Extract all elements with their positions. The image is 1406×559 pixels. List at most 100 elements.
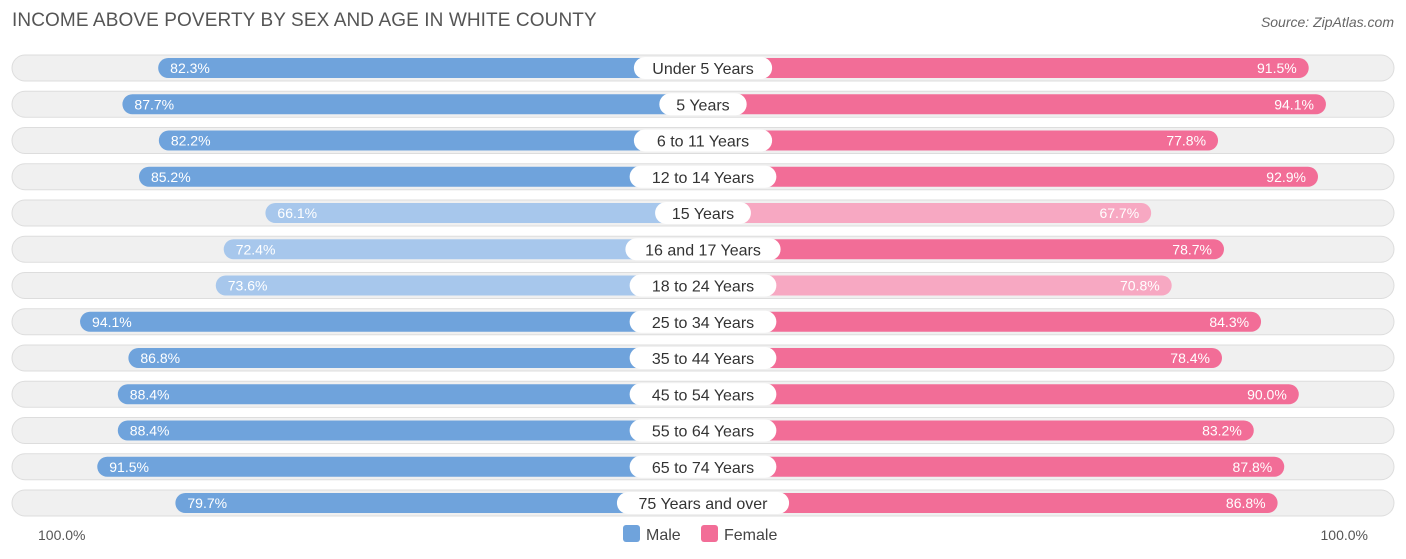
category-label-bg xyxy=(629,165,777,188)
legend-female-swatch xyxy=(701,525,718,542)
category-label-bg xyxy=(629,419,777,442)
chart-row: 73.6% 70.8% 18 to 24 Years xyxy=(11,272,1395,299)
female-bar xyxy=(703,275,1172,296)
female-value-label: 87.8% xyxy=(1233,459,1273,475)
category-label: 18 to 24 Years xyxy=(652,279,754,296)
male-value-label: 79.7% xyxy=(187,495,227,511)
legend-male-swatch xyxy=(623,525,640,542)
female-value-label: 84.3% xyxy=(1209,314,1249,330)
category-label-bg xyxy=(625,238,781,261)
category-label-bg xyxy=(633,57,773,79)
legend-male-label: Male xyxy=(646,527,681,544)
female-value-label: 70.8% xyxy=(1120,278,1160,294)
category-label: 45 to 54 Years xyxy=(652,387,754,404)
category-label: 55 to 64 Years xyxy=(652,424,754,441)
female-value-label: 90.0% xyxy=(1247,386,1287,402)
male-bar xyxy=(158,130,703,151)
chart-row: 88.4% 83.2% 55 to 64 Years xyxy=(11,417,1395,444)
male-bar xyxy=(158,58,703,78)
legend: Male Female xyxy=(623,525,777,544)
male-bar xyxy=(175,493,704,513)
chart-title: INCOME ABOVE POVERTY BY SEX AND AGE IN W… xyxy=(12,10,597,31)
category-label-bg xyxy=(629,274,777,297)
category-label-bg xyxy=(655,202,751,224)
category-label-bg xyxy=(616,492,790,514)
category-label: 6 to 11 Years xyxy=(657,134,749,151)
male-value-label: 72.4% xyxy=(236,241,276,257)
category-label: 16 and 17 Years xyxy=(645,242,761,259)
male-bar xyxy=(215,275,703,296)
male-value-label: 87.7% xyxy=(134,96,174,112)
female-bar xyxy=(703,58,1309,78)
category-label-bg xyxy=(659,93,747,116)
female-bar xyxy=(703,239,1224,260)
female-bar xyxy=(703,166,1318,187)
female-bar xyxy=(703,311,1262,332)
male-bar xyxy=(265,203,703,223)
female-value-label: 83.2% xyxy=(1202,423,1242,439)
category-label: 15 Years xyxy=(672,206,734,223)
female-value-label: 78.4% xyxy=(1170,350,1210,366)
category-label-bg xyxy=(629,310,777,333)
female-bar xyxy=(703,493,1278,513)
male-bar xyxy=(117,420,704,441)
female-bar xyxy=(703,456,1285,477)
female-bar xyxy=(703,420,1254,441)
male-value-label: 88.4% xyxy=(130,423,170,439)
female-value-label: 91.5% xyxy=(1257,60,1297,76)
female-bar xyxy=(703,130,1219,151)
male-bar xyxy=(122,94,703,115)
female-bar xyxy=(703,94,1326,115)
chart-row: 66.1% 67.7% 15 Years xyxy=(11,199,1395,227)
female-bar xyxy=(703,203,1152,223)
category-label: 65 to 74 Years xyxy=(652,460,754,477)
male-value-label: 82.3% xyxy=(170,60,210,76)
female-value-label: 86.8% xyxy=(1226,495,1266,511)
female-value-label: 77.8% xyxy=(1166,133,1206,149)
axis-left-label: 100.0% xyxy=(38,527,85,543)
male-value-label: 91.5% xyxy=(109,459,149,475)
category-label: 75 Years and over xyxy=(639,496,769,513)
category-label: 12 to 14 Years xyxy=(652,170,754,187)
male-bar xyxy=(223,239,703,260)
category-label-bg xyxy=(629,347,777,369)
female-value-label: 92.9% xyxy=(1266,169,1306,185)
category-label: 25 to 34 Years xyxy=(652,315,754,332)
chart-row: 79.7% 86.8% 75 Years and over xyxy=(11,489,1395,517)
chart-row: 87.7% 94.1% 5 Years xyxy=(11,90,1395,118)
female-bar xyxy=(703,348,1223,368)
male-bar xyxy=(117,384,704,405)
female-value-label: 67.7% xyxy=(1099,205,1139,221)
category-label-bg xyxy=(629,455,777,478)
male-value-label: 66.1% xyxy=(277,205,317,221)
male-bar xyxy=(80,311,704,332)
chart-row: 88.4% 90.0% 45 to 54 Years xyxy=(11,380,1395,408)
legend-female-label: Female xyxy=(724,527,777,544)
chart-row: 72.4% 78.7% 16 and 17 Years xyxy=(11,235,1395,263)
female-value-label: 78.7% xyxy=(1172,241,1212,257)
category-label: Under 5 Years xyxy=(652,61,753,78)
chart-row: 91.5% 87.8% 65 to 74 Years xyxy=(11,453,1395,481)
chart-row: 94.1% 84.3% 25 to 34 Years xyxy=(11,308,1395,336)
male-value-label: 73.6% xyxy=(228,278,268,294)
male-value-label: 85.2% xyxy=(151,169,191,185)
male-bar xyxy=(128,348,703,368)
chart-row: 85.2% 92.9% 12 to 14 Years xyxy=(11,163,1395,191)
chart-row: 82.2% 77.8% 6 to 11 Years xyxy=(11,127,1395,154)
male-bar xyxy=(97,456,703,477)
male-bar xyxy=(138,166,703,187)
category-label: 35 to 44 Years xyxy=(652,351,754,368)
female-value-label: 94.1% xyxy=(1274,96,1314,112)
chart-source: Source: ZipAtlas.com xyxy=(1260,14,1394,30)
male-value-label: 94.1% xyxy=(92,314,132,330)
male-value-label: 88.4% xyxy=(130,386,170,402)
category-label: 5 Years xyxy=(676,97,729,114)
female-bar xyxy=(703,384,1299,405)
chart-row: 86.8% 78.4% 35 to 44 Years xyxy=(11,344,1395,372)
category-label-bg xyxy=(633,129,773,152)
male-value-label: 82.2% xyxy=(171,133,211,149)
category-label-bg xyxy=(629,383,777,406)
axis-right-label: 100.0% xyxy=(1321,527,1368,543)
chart-row: 82.3% 91.5% Under 5 Years xyxy=(11,54,1395,82)
